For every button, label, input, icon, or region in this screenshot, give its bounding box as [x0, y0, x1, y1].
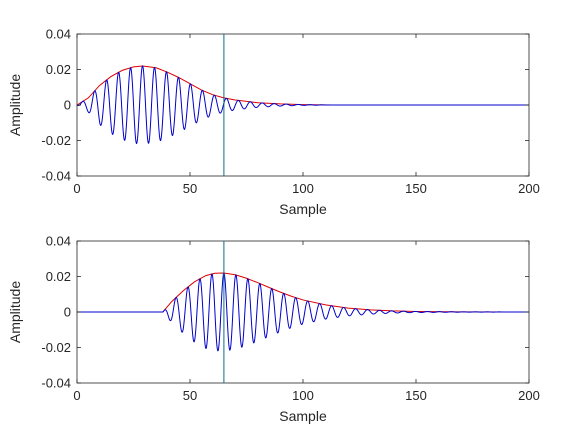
- xtick-label-0-3: 150: [405, 181, 427, 196]
- subplot-top: 0 50 100 150 200 -0.04 -0.02 0 0.02 0.04 Sample A…: [7, 27, 540, 218]
- xtick-label-1-0: 0: [73, 388, 80, 403]
- signal-line-0: [76, 65, 529, 144]
- ytick-label-1-3: 0.02: [46, 269, 71, 284]
- xlabel-top: Sample: [279, 201, 327, 217]
- ytick-label-1-1: -0.02: [41, 340, 71, 355]
- ylabel-top: Amplitude: [7, 74, 23, 136]
- signal-line-1: [77, 272, 529, 352]
- xtick-label-1-1: 50: [183, 388, 197, 403]
- xtick-label-1-2: 100: [292, 388, 314, 403]
- envelope-line-1: [77, 272, 530, 313]
- ytick-label-0-4: 0.04: [46, 27, 71, 42]
- xtick-label-0-1: 50: [183, 181, 197, 196]
- subplot-bottom: 0 50 100 150 200 -0.04 -0.02 0 0.02 0.04 Sample A…: [7, 234, 540, 425]
- xtick-label-0-4: 200: [518, 181, 540, 196]
- ylabel-bottom: Amplitude: [7, 281, 23, 343]
- xtick-label-0-0: 0: [73, 181, 80, 196]
- xtick-label-0-2: 100: [292, 181, 314, 196]
- ytick-label-1-0: -0.04: [41, 376, 71, 391]
- xtick-label-1-3: 150: [405, 388, 427, 403]
- xtick-label-1-4: 200: [518, 388, 540, 403]
- ytick-label-0-2: 0: [64, 98, 71, 113]
- ytick-label-0-0: -0.04: [41, 169, 71, 184]
- envelope-line-0: [76, 65, 529, 106]
- ytick-label-0-1: -0.02: [41, 133, 71, 148]
- ytick-label-1-2: 0: [64, 305, 71, 320]
- xlabel-bottom: Sample: [279, 408, 327, 424]
- ytick-label-0-3: 0.02: [46, 62, 71, 77]
- ytick-label-1-4: 0.04: [46, 234, 71, 249]
